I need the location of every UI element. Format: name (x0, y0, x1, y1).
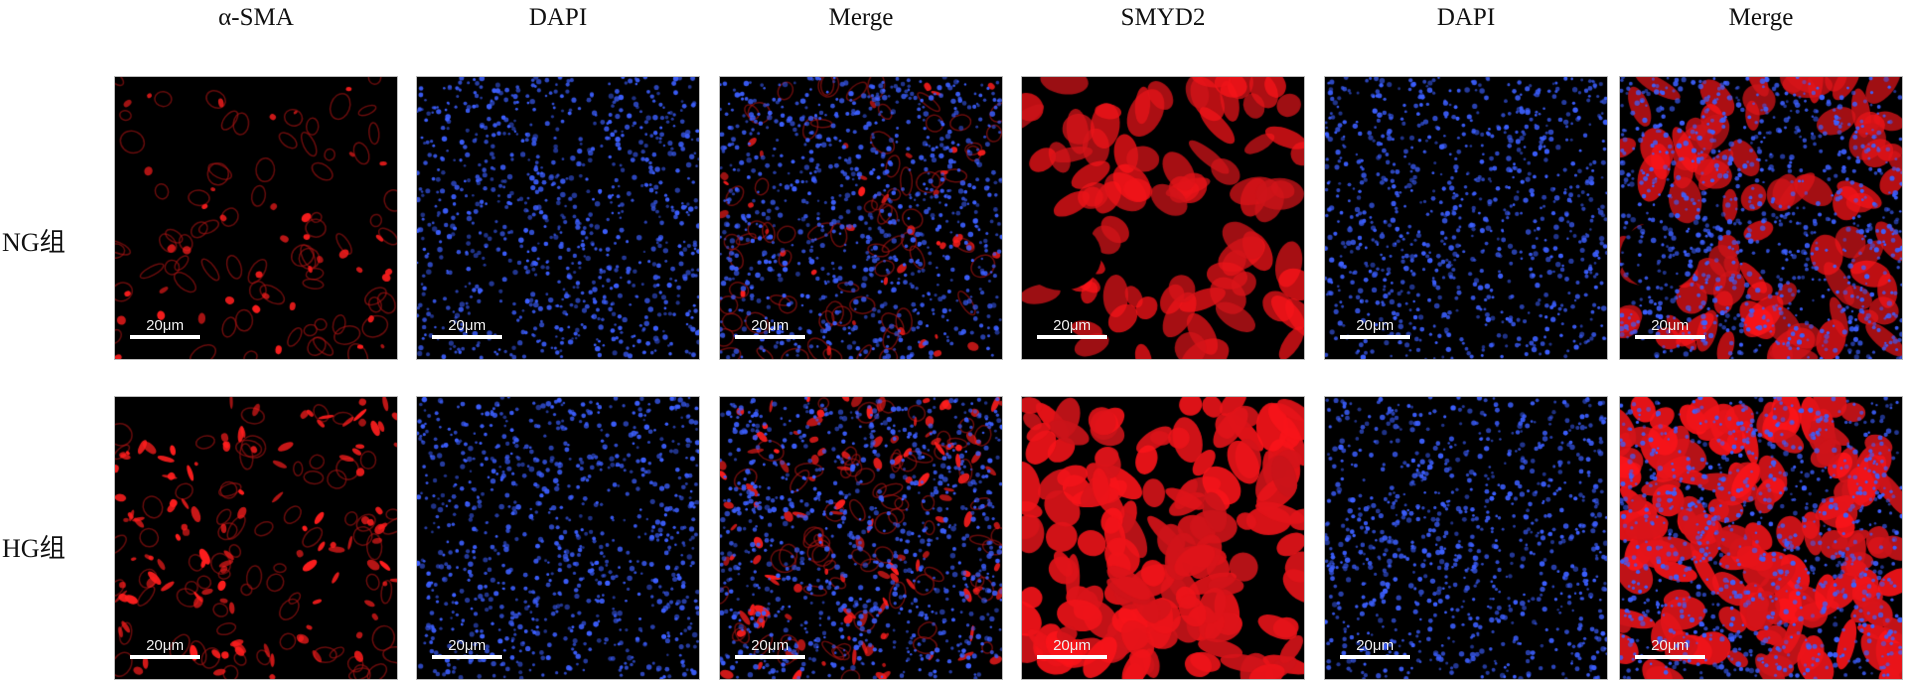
column-label-dapi-1: DAPI (528, 4, 588, 31)
scale-bar: 20μm (735, 318, 805, 339)
micrograph-ng-alpha-sma: 20μm (114, 76, 398, 360)
micrograph-image (1620, 397, 1902, 679)
scale-bar: 20μm (1635, 638, 1705, 659)
micrograph-hg-smyd2: 20μm (1021, 396, 1305, 680)
scale-bar: 20μm (1340, 638, 1410, 659)
micrograph-image (1325, 77, 1607, 359)
micrograph-image (720, 77, 1002, 359)
scale-bar: 20μm (432, 318, 502, 339)
scale-bar-label: 20μm (751, 317, 789, 334)
micrograph-ng-merge: 20μm (1619, 76, 1903, 360)
column-label-smyd2: SMYD2 (1120, 4, 1206, 31)
scale-bar-line (735, 655, 805, 659)
scale-bar: 20μm (1037, 638, 1107, 659)
scale-bar-label: 20μm (751, 637, 789, 654)
micrograph-image (1022, 397, 1304, 679)
scale-bar-line (1635, 655, 1705, 659)
column-label-merge-1: Merge (828, 4, 894, 31)
scale-bar-line (1340, 655, 1410, 659)
column-label-dapi-2: DAPI (1436, 4, 1496, 31)
micrograph-image (417, 77, 699, 359)
micrograph-ng-smyd2: 20μm (1021, 76, 1305, 360)
scale-bar-line (130, 335, 200, 339)
micrograph-image (1620, 77, 1902, 359)
column-label-merge-2: Merge (1728, 4, 1794, 31)
micrograph-hg-merge: 20μm (1619, 396, 1903, 680)
scale-bar-line (735, 335, 805, 339)
scale-bar-label: 20μm (448, 317, 486, 334)
micrograph-hg-alpha-sma: 20μm (114, 396, 398, 680)
scale-bar: 20μm (1340, 318, 1410, 339)
micrograph-image (1022, 77, 1304, 359)
scale-bar-line (1037, 335, 1107, 339)
scale-bar: 20μm (130, 318, 200, 339)
scale-bar: 20μm (735, 638, 805, 659)
scale-bar-label: 20μm (1651, 637, 1689, 654)
column-label-alpha-sma: α-SMA (218, 4, 294, 31)
scale-bar: 20μm (1635, 318, 1705, 339)
scale-bar-label: 20μm (1053, 317, 1091, 334)
micrograph-image (1325, 397, 1607, 679)
scale-bar: 20μm (130, 638, 200, 659)
scale-bar: 20μm (432, 638, 502, 659)
scale-bar-label: 20μm (1356, 317, 1394, 334)
scale-bar-label: 20μm (1651, 317, 1689, 334)
scale-bar-line (432, 335, 502, 339)
micrograph-hg-dapi: 20μm (416, 396, 700, 680)
scale-bar-label: 20μm (146, 637, 184, 654)
micrograph-ng-dapi: 20μm (416, 76, 700, 360)
micrograph-image (115, 77, 397, 359)
row-label-ng: NG组 (2, 228, 66, 257)
micrograph-image (115, 397, 397, 679)
micrograph-image (720, 397, 1002, 679)
micrograph-ng-merge: 20μm (719, 76, 1003, 360)
micrograph-ng-dapi: 20μm (1324, 76, 1608, 360)
scale-bar-line (1037, 655, 1107, 659)
micrograph-hg-dapi: 20μm (1324, 396, 1608, 680)
scale-bar-line (1340, 335, 1410, 339)
scale-bar-line (1635, 335, 1705, 339)
scale-bar-label: 20μm (1053, 637, 1091, 654)
scale-bar-line (432, 655, 502, 659)
scale-bar-label: 20μm (448, 637, 486, 654)
scale-bar-label: 20μm (1356, 637, 1394, 654)
micrograph-image (417, 397, 699, 679)
scale-bar-line (130, 655, 200, 659)
scale-bar: 20μm (1037, 318, 1107, 339)
row-label-hg: HG组 (2, 534, 66, 563)
scale-bar-label: 20μm (146, 317, 184, 334)
micrograph-hg-merge: 20μm (719, 396, 1003, 680)
